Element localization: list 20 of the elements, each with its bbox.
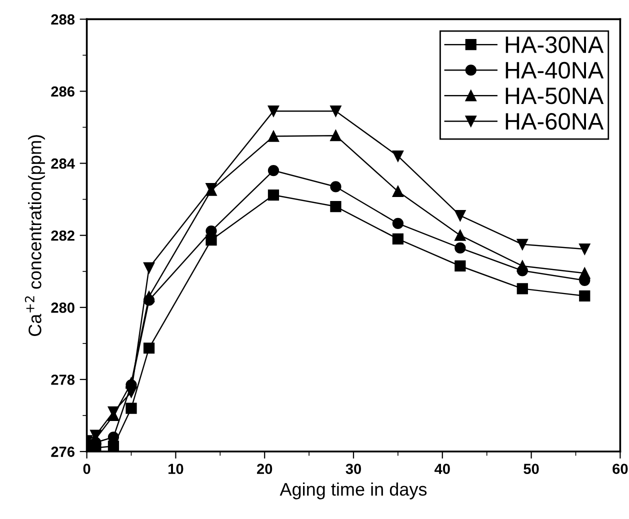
y-tick-label: 286 [51,86,74,97]
y-tick-label: 282 [51,230,74,241]
legend-label: HA-50NA [506,87,604,104]
legend-label: HA-40NA [506,62,604,79]
x-tick-label: 50 [524,464,539,474]
y-tick-label: 284 [51,158,75,169]
x-axis-title: Aging time in days [280,482,427,500]
x-tick-label: 20 [256,464,272,474]
x-tick-label: 0 [83,464,90,474]
y-axis-title: Ca$^{+2}$ concentration(ppm) [24,135,45,336]
x-tick-label: 40 [434,464,450,474]
x-tick-label: 30 [346,464,362,474]
legend-label: HA-30NA [506,36,604,54]
legend-label: HA-60NA [506,113,604,130]
y-tick-label: 276 [51,446,74,457]
y-tick-label: 288 [51,14,75,25]
y-tick-label: 278 [51,374,75,385]
x-tick-label: 10 [168,464,184,474]
x-tick-label: 60 [612,464,628,474]
y-tick-label: 280 [51,302,74,313]
